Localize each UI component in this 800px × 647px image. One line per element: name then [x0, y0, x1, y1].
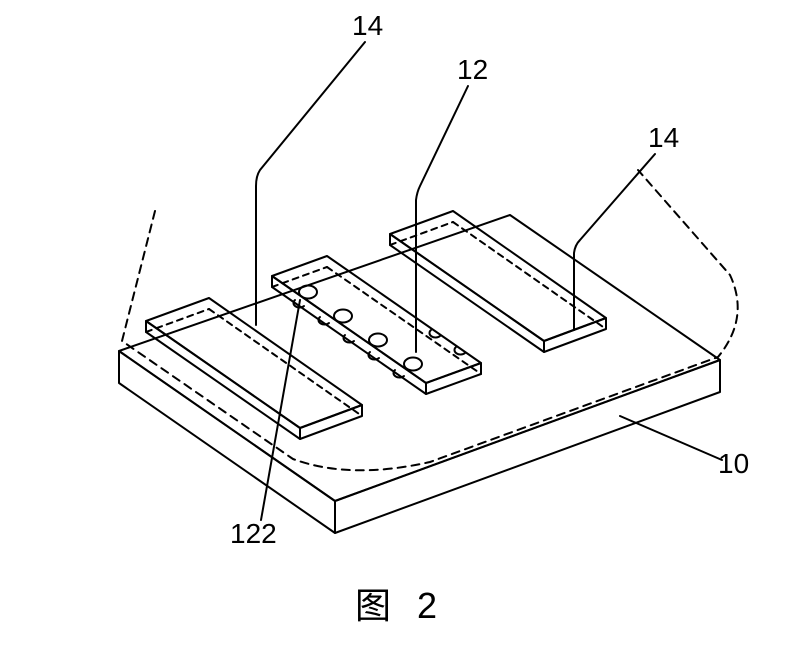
label-12: 12	[457, 54, 488, 86]
label-14-right: 14	[648, 122, 679, 154]
label-122: 122	[230, 518, 277, 550]
technical-diagram	[0, 0, 800, 647]
label-14-left: 14	[352, 10, 383, 42]
figure-caption: 图 2	[0, 577, 800, 629]
label-10: 10	[718, 448, 749, 480]
